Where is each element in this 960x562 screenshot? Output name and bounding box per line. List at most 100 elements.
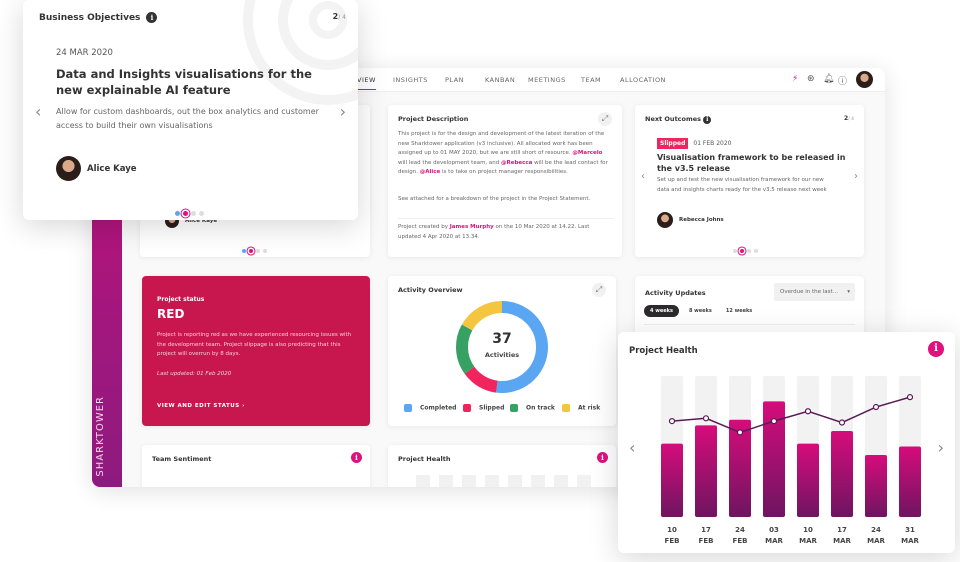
trend-point[interactable] [804, 408, 812, 415]
bell-icon[interactable]: 🔔︎ [823, 74, 835, 84]
tab-allocation[interactable]: ALLOCATION [620, 76, 666, 84]
card-title: Project Description [398, 115, 469, 123]
info-icon[interactable]: i [597, 452, 608, 463]
card-title: Team Sentiment [152, 455, 212, 463]
mention-link[interactable]: @Rebecca [501, 159, 533, 166]
outcome-meta: Slipped 01 FEB 2020 [657, 138, 731, 149]
x-tick-label: 17 [837, 526, 847, 534]
brand-logo: SHARKTOWER [95, 396, 106, 477]
trend-point[interactable] [736, 429, 744, 436]
info-icon[interactable]: i [928, 341, 944, 357]
info-icon[interactable]: i [351, 452, 362, 463]
pagination-dots[interactable] [731, 240, 759, 259]
card-title: Activity Updates [645, 289, 706, 297]
view-edit-status-link[interactable]: VIEW AND EDIT STATUS › [157, 403, 245, 409]
created-info: Project created by James Murphy on the 1… [398, 224, 590, 240]
lightning-icon[interactable]: ⚡ [792, 74, 799, 84]
status-label: Project status [157, 296, 205, 303]
project-health-card: Project Health i ‹ › 10 FEB 17 FEB 24 FEB 03 MA… [618, 332, 955, 553]
tab-insights[interactable]: INSIGHTS [393, 76, 428, 84]
objective-date: 24 MAR 2020 [56, 48, 113, 58]
x-tick-label: 10 [803, 526, 813, 534]
avatar [657, 212, 673, 228]
legend-at-risk: At risk [562, 404, 600, 412]
tab-team[interactable]: TEAM [581, 76, 602, 84]
mini-bars [416, 475, 591, 487]
mention-link[interactable]: @Marcelo [572, 150, 603, 156]
bar-03-mar[interactable] [763, 401, 785, 517]
project-health-small-card: Project Health i [388, 445, 616, 487]
project-health-chart: 10 FEB 17 FEB 24 FEB 03 MAR 10 MAR 17 MAR 24 MAR 31 MAR [661, 376, 921, 545]
filter-8-weeks[interactable]: 8 weeks [688, 308, 712, 314]
next-outcomes-card: Next Outcomes i 2/ 4 Slipped 01 FEB 2020… [635, 105, 864, 257]
person-name: Alice Kaye [185, 218, 218, 224]
bar-31-mar[interactable] [899, 446, 921, 518]
donut-slice-at-risk [456, 301, 548, 393]
chevron-right-icon[interactable]: › [854, 171, 858, 182]
week-filters: 4 weeks 8 weeks 12 weeks [644, 305, 756, 317]
pagination-dots[interactable] [240, 240, 268, 259]
objective-heading: Data and Insights visualisations for the… [56, 67, 312, 97]
activity-list [644, 324, 855, 384]
pagination-dots[interactable] [173, 203, 205, 220]
chevron-left-icon[interactable]: ‹ [35, 102, 42, 121]
person-name: Rebecca Johns [679, 217, 724, 223]
x-tick-label: MAR [867, 537, 885, 545]
page-counter: 2/ 4 [844, 115, 854, 122]
trend-point[interactable] [872, 403, 880, 411]
card-title: Business Objectives i [39, 12, 158, 23]
x-tick-label: FEB [733, 537, 748, 545]
info-icon[interactable]: i [146, 12, 158, 23]
activity-total: 37 [492, 331, 512, 347]
tab-kanban[interactable]: KANBAN [485, 76, 516, 84]
expand-icon[interactable]: ⤢ [598, 112, 612, 126]
trend-point[interactable] [770, 418, 778, 425]
x-tick-label: FEB [699, 537, 714, 545]
chevron-right-icon[interactable]: › [339, 102, 346, 121]
mention-link[interactable]: @Alice [419, 169, 441, 175]
card-title: Next Outcomes i [645, 115, 712, 124]
person-name: Alice Kaye [87, 164, 137, 174]
chevron-right-icon[interactable]: › [937, 438, 944, 457]
divider [398, 218, 613, 219]
x-tick-label: 17 [701, 526, 711, 534]
activity-total-label: Activities [484, 351, 520, 359]
tab-meetings[interactable]: MEETINGS [528, 76, 566, 84]
expand-icon[interactable]: ⤢ [592, 283, 606, 297]
tab-plan[interactable]: PLAN [445, 76, 464, 84]
bar-17-feb[interactable] [695, 425, 717, 517]
bar-10-feb[interactable] [661, 443, 683, 517]
project-status-card: Project status RED Project is reporting … [142, 276, 370, 426]
status-description: Project is reporting red as we have expe… [157, 332, 352, 357]
tab-view[interactable]: VIEW [357, 76, 376, 90]
chevron-left-icon[interactable]: ‹ [641, 171, 645, 182]
x-tick-label: 03 [769, 526, 779, 534]
overdue-dropdown[interactable]: Overdue in the last... ▾ [774, 283, 855, 301]
x-tick-label: MAR [799, 537, 817, 545]
bar-10-mar[interactable] [797, 443, 819, 517]
trend-point[interactable] [906, 394, 914, 401]
outcome-body: Set up and test the new visualisation fr… [657, 177, 827, 193]
info-icon[interactable]: i [703, 116, 712, 124]
chevron-left-icon[interactable]: ‹ [629, 438, 636, 457]
bar-24-feb[interactable] [729, 419, 751, 517]
user-avatar[interactable] [856, 71, 873, 88]
trend-point[interactable] [838, 419, 846, 426]
trend-point[interactable] [668, 418, 676, 425]
status-value: RED [157, 307, 185, 321]
trend-point[interactable] [702, 415, 710, 422]
sync-icon[interactable]: ⊛ [807, 74, 815, 84]
outcome-heading: Visualisation framework to be released i… [657, 153, 846, 173]
bar-24-mar[interactable] [865, 454, 887, 517]
outcome-date: 01 FEB 2020 [693, 140, 732, 147]
bar-17-mar[interactable] [831, 430, 853, 517]
team-sentiment-card: Team Sentiment i [142, 445, 370, 487]
card-title: Activity Overview [398, 286, 463, 294]
help-icon[interactable]: ⓘ [838, 77, 848, 87]
legend-completed: Completed [404, 404, 456, 412]
creator-link[interactable]: James Murphy [449, 224, 494, 230]
x-tick-label: 24 [871, 526, 881, 534]
filter-4-weeks[interactable]: 4 weeks [644, 305, 679, 317]
legend-slipped: Slipped [463, 404, 504, 412]
filter-12-weeks[interactable]: 12 weeks [725, 308, 753, 314]
